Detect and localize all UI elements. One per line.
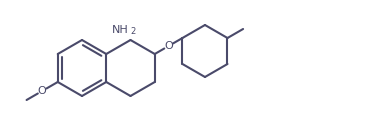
Text: 2: 2	[131, 27, 136, 36]
Text: O: O	[38, 86, 46, 96]
Text: O: O	[164, 41, 173, 51]
Text: NH: NH	[112, 25, 128, 35]
